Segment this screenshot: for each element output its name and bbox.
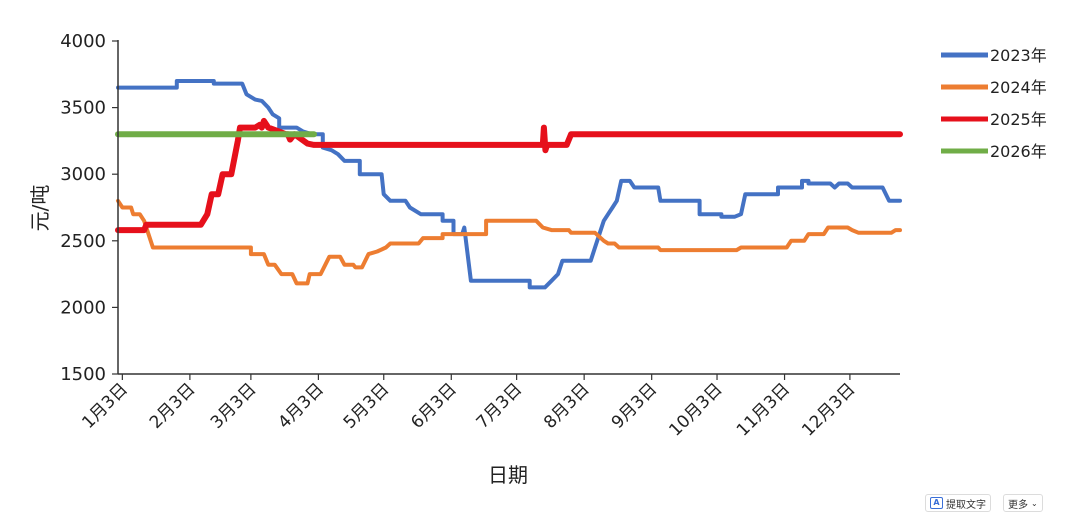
legend-entry: 2024年 (990, 78, 1047, 97)
series-line-2 (116, 198, 902, 286)
y-tick-label: 4000 (60, 31, 106, 52)
axis-lines (117, 40, 900, 375)
chevron-down-icon: ⌄ (1031, 498, 1038, 508)
x-axis-title: 日期 (488, 463, 528, 487)
x-tick-label: 9月3日 (608, 379, 661, 432)
x-tick-label: 5月3日 (340, 379, 393, 432)
x-tick-label: 3月3日 (207, 379, 260, 432)
legend: 2023年 2024年 2025年 2026年 (941, 46, 1047, 161)
x-axis: 1月3日 2月3日 3月3日 4月3日 5月3日 6月3日 7月3日 8月3日 9月3日 10月3… (78, 374, 859, 441)
x-tick-label: 12月3日 (798, 379, 859, 440)
x-tick-label: 11月3日 (733, 379, 794, 440)
y-tick-label: 2000 (60, 297, 106, 318)
legend-entry: 2026年 (990, 142, 1047, 161)
x-tick-label: 1月3日 (78, 379, 131, 432)
series-layer (115, 79, 903, 290)
series-line-1 (116, 79, 902, 290)
x-tick-label: 8月3日 (540, 379, 593, 432)
y-axis: 1500 2000 2500 3000 3500 4000 (60, 31, 118, 385)
y-tick-label: 3500 (60, 98, 106, 119)
more-button[interactable]: 更多 ⌄ (1003, 494, 1043, 512)
legend-entry: 2025年 (990, 110, 1047, 129)
series-line-3 (115, 117, 903, 234)
text-recognition-icon: A (930, 497, 943, 509)
legend-entry: 2023年 (990, 46, 1047, 65)
y-axis-title: 元/吨 (28, 185, 52, 232)
extract-text-button[interactable]: A 提取文字 (925, 494, 991, 512)
x-tick-label: 2月3日 (146, 379, 199, 432)
x-tick-label: 4月3日 (274, 379, 327, 432)
y-tick-label: 2500 (60, 231, 106, 252)
y-tick-label: 1500 (60, 364, 106, 385)
y-tick-label: 3000 (60, 164, 106, 185)
x-tick-label: 6月3日 (407, 379, 460, 432)
x-tick-label: 10月3日 (665, 379, 726, 440)
x-tick-label: 7月3日 (473, 379, 526, 432)
more-label: 更多 (1008, 499, 1028, 511)
extract-text-label: 提取文字 (946, 499, 986, 511)
